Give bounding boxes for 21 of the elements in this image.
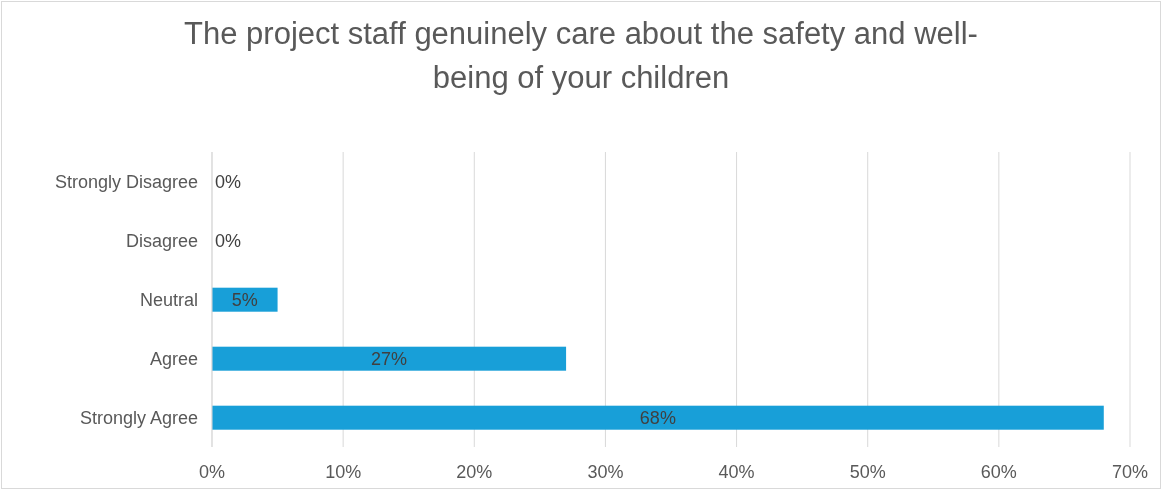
data-label: 68%	[639, 408, 676, 428]
x-tick-label: 0%	[198, 461, 226, 482]
bar	[212, 346, 567, 371]
x-tick-label: 50%	[849, 461, 886, 482]
x-tick-label: 40%	[718, 461, 755, 482]
y-tick-label: Strongly Disagree	[54, 171, 198, 192]
data-label: 5%	[231, 290, 258, 310]
y-tick-label: Neutral	[139, 289, 198, 310]
bar	[212, 405, 1104, 430]
data-label: 27%	[371, 349, 408, 369]
y-tick-label: Strongly Agree	[79, 407, 198, 428]
data-label: 0%	[215, 231, 242, 251]
x-tick-label: 10%	[325, 461, 362, 482]
x-tick-label: 60%	[980, 461, 1017, 482]
x-tick-label: 70%	[1111, 461, 1149, 482]
x-tick-label: 30%	[587, 461, 624, 482]
data-label: 0%	[215, 172, 242, 192]
chart-title: The project staff genuinely care about the safety and well-being of your children	[183, 15, 979, 97]
y-tick-label: Disagree	[125, 230, 198, 251]
y-tick-label: Agree	[149, 348, 198, 369]
x-tick-label: 20%	[456, 461, 493, 482]
